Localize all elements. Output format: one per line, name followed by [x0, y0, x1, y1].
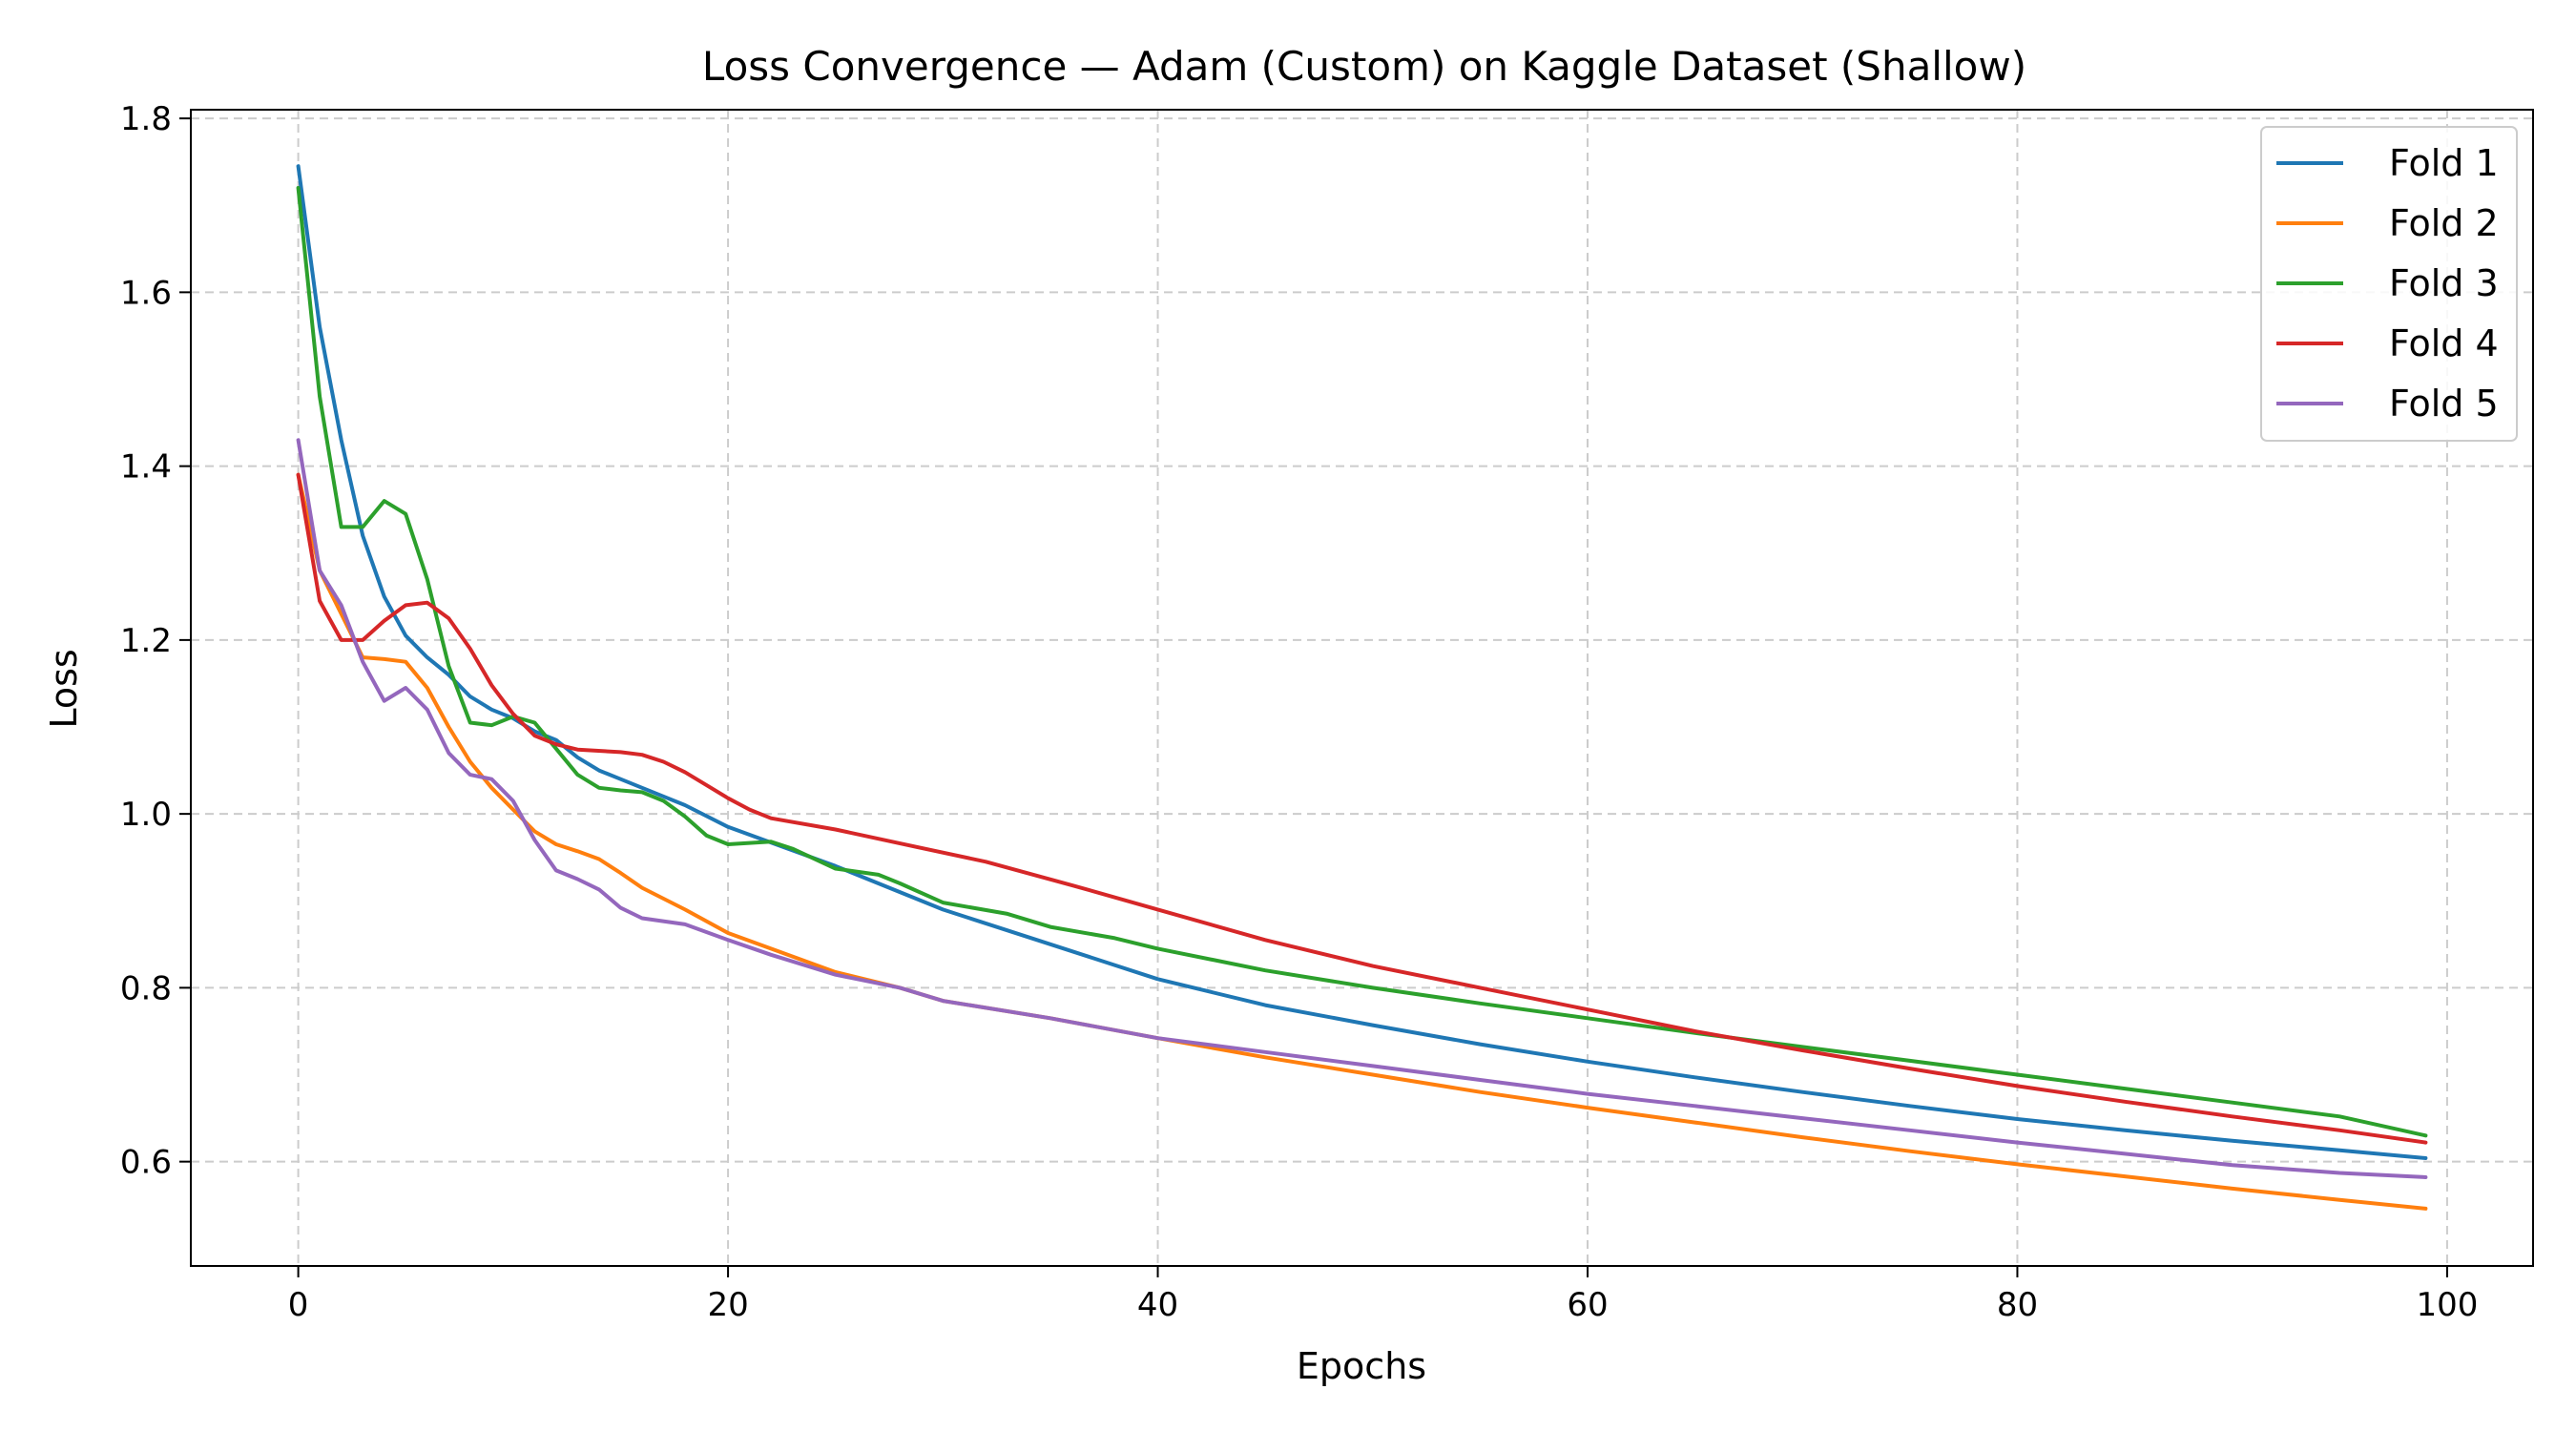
axes-frame — [190, 109, 2534, 1267]
y-tick-label: 0.8 — [120, 969, 172, 1007]
x-tick-label: 60 — [1567, 1286, 1608, 1324]
y-axis-label: Loss — [43, 649, 85, 728]
series-line-fold-2 — [296, 472, 2428, 1211]
plot-area — [296, 164, 2428, 1211]
legend-box — [2260, 126, 2518, 442]
series-line-fold-4 — [296, 472, 2428, 1145]
y-tick-label: 1.6 — [120, 274, 172, 312]
y-tick-label: 1.8 — [120, 100, 172, 138]
x-tick-label: 40 — [1137, 1286, 1178, 1324]
x-axis: 0 20 40 60 80 100 — [288, 1266, 2478, 1324]
legend-label-fold-3: Fold 3 — [2389, 262, 2499, 304]
series-line-fold-5 — [296, 438, 2428, 1179]
y-tick-label: 1.2 — [120, 622, 172, 660]
legend: Fold 1 Fold 2 Fold 3 Fold 4 Fold 5 — [2260, 126, 2518, 442]
x-tick-label: 0 — [288, 1286, 309, 1324]
x-tick-label: 80 — [1997, 1286, 2038, 1324]
legend-label-fold-1: Fold 1 — [2389, 142, 2499, 184]
y-tick-label: 0.6 — [120, 1144, 172, 1182]
x-axis-label: Epochs — [1297, 1345, 1426, 1387]
y-axis: 0.6 0.8 1.0 1.2 1.4 1.6 1.8 — [120, 100, 191, 1182]
chart-title: Loss Convergence — Adam (Custom) on Kagg… — [702, 43, 2026, 90]
legend-label-fold-2: Fold 2 — [2389, 202, 2499, 244]
y-tick-label: 1.0 — [120, 796, 172, 834]
legend-label-fold-5: Fold 5 — [2389, 383, 2499, 425]
x-tick-label: 20 — [707, 1286, 748, 1324]
x-tick-label: 100 — [2416, 1286, 2478, 1324]
y-tick-label: 1.4 — [120, 448, 172, 487]
series-line-fold-1 — [296, 164, 2428, 1160]
legend-label-fold-4: Fold 4 — [2389, 322, 2499, 364]
